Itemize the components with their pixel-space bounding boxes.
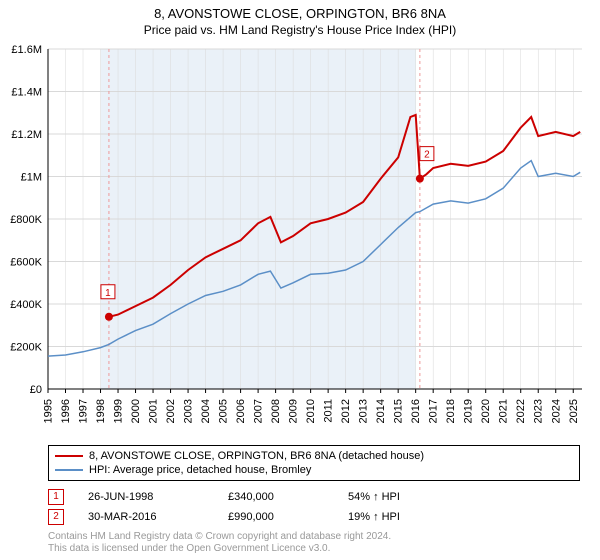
svg-text:1997: 1997 [78,399,90,423]
svg-text:2001: 2001 [148,399,160,423]
svg-text:2005: 2005 [218,399,230,423]
table-row: 1 26-JUN-1998 £340,000 54% HPI [48,487,580,507]
svg-text:£600K: £600K [10,256,42,268]
svg-text:2007: 2007 [253,399,265,423]
svg-text:1999: 1999 [113,399,125,423]
legend-line-icon [55,469,83,471]
svg-text:2013: 2013 [358,399,370,423]
svg-text:2000: 2000 [130,399,142,423]
page-title: 8, AVONSTOWE CLOSE, ORPINGTON, BR6 8NA [0,0,600,23]
svg-text:1: 1 [105,288,111,299]
svg-text:2015: 2015 [393,399,405,423]
legend-hpi-label: HPI: Average price, detached house, Brom… [89,464,311,476]
svg-text:2006: 2006 [235,399,247,423]
svg-text:1996: 1996 [60,399,72,423]
svg-text:2011: 2011 [323,399,335,423]
sale-diff: 54% HPI [348,491,468,503]
legend-row-paid: 8, AVONSTOWE CLOSE, ORPINGTON, BR6 8NA (… [55,449,573,463]
svg-text:1995: 1995 [43,399,55,423]
up-arrow-icon [373,491,382,503]
svg-text:2023: 2023 [533,399,545,423]
svg-text:2019: 2019 [463,399,475,423]
svg-text:£1.2M: £1.2M [11,129,42,141]
svg-text:2002: 2002 [165,399,177,423]
svg-text:2020: 2020 [480,399,492,423]
sale-date: 30-MAR-2016 [88,511,228,523]
svg-text:£1.4M: £1.4M [11,86,42,98]
table-row: 2 30-MAR-2016 £990,000 19% HPI [48,507,580,527]
sale-marker-icon: 1 [48,489,64,505]
svg-text:2021: 2021 [498,399,510,423]
legend: 8, AVONSTOWE CLOSE, ORPINGTON, BR6 8NA (… [48,445,580,481]
sale-date: 26-JUN-1998 [88,491,228,503]
svg-text:2025: 2025 [568,399,580,423]
page-subtitle: Price paid vs. HM Land Registry's House … [0,23,600,41]
svg-text:£800K: £800K [10,214,42,226]
sale-price: £340,000 [228,491,348,503]
legend-row-hpi: HPI: Average price, detached house, Brom… [55,463,573,477]
price-chart: £0 £200K £400K £600K £800K £1M £1.2M £1.4M £1.6M… [0,41,600,441]
svg-text:2009: 2009 [288,399,300,423]
svg-text:2010: 2010 [305,399,317,423]
svg-text:2014: 2014 [375,399,387,423]
sales-table: 1 26-JUN-1998 £340,000 54% HPI 2 30-MAR-… [48,487,580,527]
sale-diff: 19% HPI [348,511,468,523]
svg-text:£1M: £1M [21,171,42,183]
svg-text:1998: 1998 [95,399,107,423]
svg-text:2: 2 [424,150,430,161]
sale-marker-icon: 2 [48,509,64,525]
legend-line-icon [55,455,83,457]
svg-text:2018: 2018 [445,399,457,423]
svg-text:£200K: £200K [10,341,42,353]
svg-text:£400K: £400K [10,299,42,311]
svg-text:2016: 2016 [410,399,422,423]
svg-text:2024: 2024 [550,399,562,423]
svg-text:2003: 2003 [183,399,195,423]
sale-price: £990,000 [228,511,348,523]
svg-text:2004: 2004 [200,399,212,423]
svg-text:2008: 2008 [270,399,282,423]
svg-text:£1.6M: £1.6M [11,44,42,56]
svg-text:£0: £0 [30,384,42,396]
up-arrow-icon [373,511,382,523]
svg-text:2012: 2012 [340,399,352,423]
footer-attribution: Contains HM Land Registry data © Crown c… [48,531,580,556]
legend-paid-label: 8, AVONSTOWE CLOSE, ORPINGTON, BR6 8NA (… [89,450,424,462]
svg-text:2017: 2017 [428,399,440,423]
svg-text:2022: 2022 [515,399,527,423]
